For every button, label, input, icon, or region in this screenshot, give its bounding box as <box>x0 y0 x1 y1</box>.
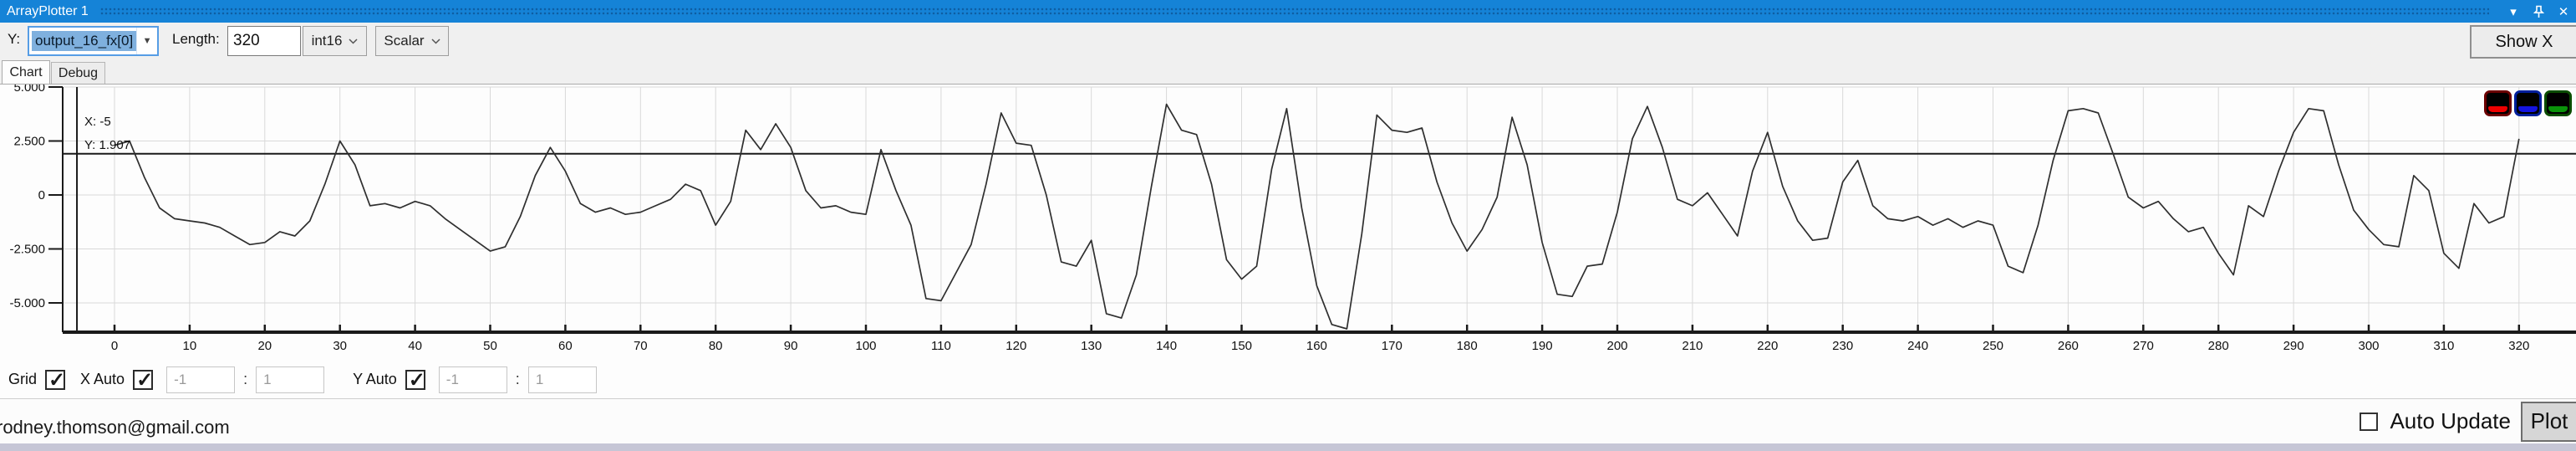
waveform-chart[interactable]: 5.000 2.500 0 -2.500 -5.000 0 10 20 30 40 50 60 70 80… <box>0 85 2576 361</box>
x-tick-label: 300 <box>2358 339 2379 353</box>
taskbar-strip <box>0 443 2576 451</box>
window-title: ArrayPlotter 1 <box>7 3 89 18</box>
x-tick-label: 320 <box>2508 339 2529 353</box>
grid-label: Grid <box>8 371 38 387</box>
pin-icon[interactable] <box>2526 3 2551 21</box>
x-auto-checkbox[interactable] <box>133 368 153 392</box>
x-max-input[interactable] <box>256 366 325 393</box>
x-tick-label: 230 <box>1832 339 1853 353</box>
x-tick-label: 150 <box>1231 339 1252 353</box>
x-tick-label: 70 <box>634 339 648 353</box>
scalar-mode-value: Scalar <box>384 33 425 49</box>
chevron-down-icon[interactable]: ▾ <box>2510 4 2517 19</box>
auto-update-checkbox[interactable] <box>2360 412 2379 431</box>
x-tick-label: 200 <box>1606 339 1627 353</box>
x-tick-label: 80 <box>709 339 723 353</box>
y-tick-label: -5.000 <box>9 296 45 310</box>
pin-icon-glyph <box>2533 5 2544 18</box>
toolbar: Y: output_16_fx[0] ▼ Length: int16 Scala… <box>0 23 2576 60</box>
tab-debug[interactable]: Debug <box>51 62 105 84</box>
x-tick-label: 0 <box>111 339 118 353</box>
tab-strip: Chart Debug <box>0 60 2576 84</box>
x-tick-label: 100 <box>855 339 876 353</box>
y-variable-combobox[interactable]: output_16_fx[0] ▼ <box>28 26 159 56</box>
blue-series-swatch[interactable] <box>2514 90 2542 116</box>
tab-chart[interactable]: Chart <box>2 60 50 84</box>
x-tick-label: 110 <box>931 339 951 353</box>
x-tick-label: 250 <box>1983 339 2003 353</box>
x-tick-label: 90 <box>784 339 798 353</box>
length-label: Length: <box>172 31 220 47</box>
plot-button[interactable]: Plot <box>2521 401 2576 442</box>
y-min-input[interactable] <box>438 366 507 393</box>
x-tick-label: 220 <box>1757 339 1778 353</box>
range-separator: : <box>243 371 248 387</box>
y-label: Y: <box>8 31 21 47</box>
y-tick-label: 2.500 <box>13 135 45 149</box>
title-bar[interactable]: ArrayPlotter 1 ▾ ✕ <box>0 0 2576 23</box>
green-series-swatch-color-bar <box>2548 106 2568 112</box>
red-series-swatch[interactable] <box>2484 90 2512 116</box>
x-tick-label: 10 <box>183 339 197 353</box>
data-type-value: int16 <box>311 33 343 49</box>
x-tick-label: 310 <box>2433 339 2454 353</box>
x-tick-label: 270 <box>2133 339 2154 353</box>
x-tick-label: 40 <box>408 339 422 353</box>
grid-checkbox[interactable] <box>45 368 65 392</box>
blue-series-swatch-color-bar <box>2518 106 2538 112</box>
range-separator: : <box>515 371 520 387</box>
status-bar-right: Auto Update Plot <box>2360 399 2576 443</box>
waveform-line <box>114 103 2520 330</box>
y-tick-label: 0 <box>38 188 45 202</box>
cursor-x-readout: X: -5 <box>84 115 111 129</box>
axis-controls-row: Grid X Auto : Y Auto : <box>0 361 2576 398</box>
y-auto-checkbox[interactable] <box>405 368 425 392</box>
x-tick-label: 210 <box>1682 339 1703 353</box>
x-tick-label: 190 <box>1532 339 1553 353</box>
x-tick-label: 30 <box>333 339 347 353</box>
combobox-dropdown-arrow-icon[interactable]: ▼ <box>136 28 157 54</box>
cursor-y-readout: Y: 1.907 <box>84 138 131 152</box>
y-tick-label: 5.000 <box>13 85 45 95</box>
x-tick-label: 60 <box>558 339 573 353</box>
status-bar: rodney.thomson@gmail.com Auto Update Plo… <box>0 398 2576 443</box>
x-tick-label: 160 <box>1306 339 1327 353</box>
red-series-swatch-color-bar <box>2488 106 2507 112</box>
x-tick-label: 280 <box>2208 339 2229 353</box>
x-tick-label: 50 <box>483 339 497 353</box>
chevron-down-icon <box>349 38 358 44</box>
x-tick-label: 260 <box>2058 339 2079 353</box>
chart-panel: 5.000 2.500 0 -2.500 -5.000 0 10 20 30 40 50 60 70 80… <box>0 84 2576 398</box>
show-x-button[interactable]: Show X <box>2470 25 2576 59</box>
scalar-mode-dropdown[interactable]: Scalar <box>375 26 449 56</box>
close-icon[interactable]: ✕ <box>2558 4 2569 19</box>
auto-update-label: Auto Update <box>2390 408 2511 433</box>
x-tick-label: 170 <box>1382 339 1403 353</box>
length-input[interactable] <box>227 26 301 56</box>
chevron-down-icon <box>431 38 440 44</box>
x-tick-label: 140 <box>1156 339 1177 353</box>
data-type-dropdown[interactable]: int16 <box>303 26 367 56</box>
x-tick-label: 120 <box>1005 339 1026 353</box>
x-tick-label: 180 <box>1457 339 1478 353</box>
y-tick-label: -2.500 <box>9 243 45 257</box>
x-tick-label: 20 <box>257 339 272 353</box>
y-auto-label: Y Auto <box>353 371 397 387</box>
x-tick-label: 240 <box>1907 339 1928 353</box>
y-variable-selected: output_16_fx[0] <box>32 31 137 51</box>
titlebar-drag-grip[interactable] <box>99 8 2489 15</box>
x-min-input[interactable] <box>166 366 236 393</box>
green-series-swatch[interactable] <box>2544 90 2572 116</box>
x-tick-label: 290 <box>2283 339 2304 353</box>
x-auto-label: X Auto <box>80 371 125 387</box>
x-tick-label: 130 <box>1081 339 1102 353</box>
y-max-input[interactable] <box>527 366 597 393</box>
user-email: rodney.thomson@gmail.com <box>0 417 230 438</box>
